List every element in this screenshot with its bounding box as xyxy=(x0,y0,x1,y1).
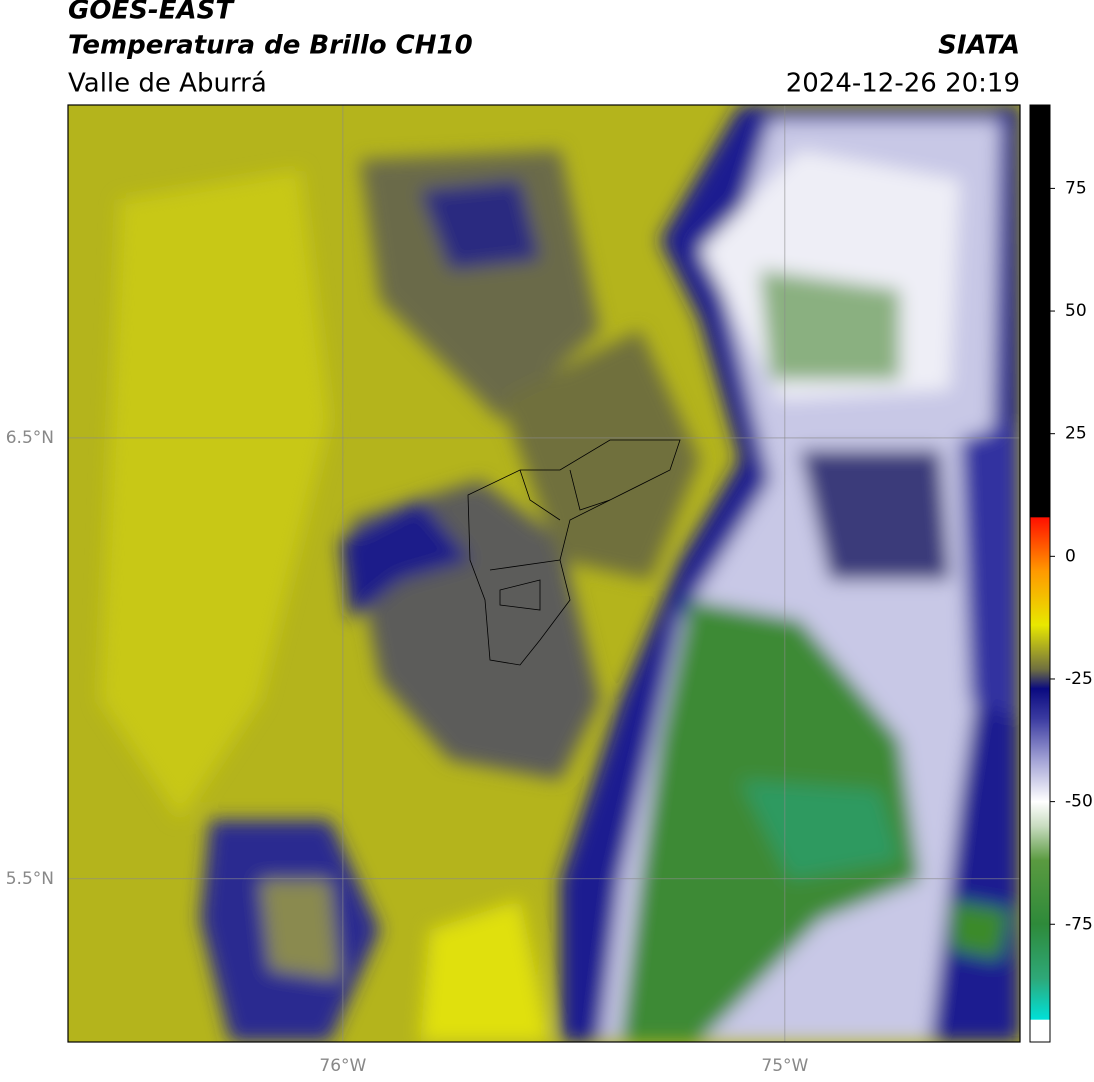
source: SIATA xyxy=(938,31,1020,61)
colorbar-tick-label: 25 xyxy=(1065,424,1087,444)
map-frame xyxy=(67,104,1021,1043)
region: Valle de Aburrá xyxy=(68,69,267,99)
colorbar-tick-label: 50 xyxy=(1065,301,1087,321)
graticule: 76°W 75°W 6.5°N 5.5°N xyxy=(6,105,1020,1076)
y-tick-label: 5.5°N xyxy=(6,869,54,889)
colorbar: 75 50 25 0 -25 -50 -75 xyxy=(1029,104,1093,1043)
colorbar-tick-label: -50 xyxy=(1065,792,1093,812)
colorbar-fill xyxy=(1029,104,1051,1043)
title: GOES-EAST xyxy=(68,0,235,26)
colorbar-tick-label: 0 xyxy=(1065,546,1076,566)
x-tick-label: 75°W xyxy=(761,1056,808,1076)
colorbar-tick-label: 75 xyxy=(1065,178,1087,198)
colorbar-tick-label: -75 xyxy=(1065,914,1093,934)
satellite-image xyxy=(68,105,1020,1042)
subtitle: Temperatura de Brillo CH10 xyxy=(68,31,473,61)
colorbar-tick-label: -25 xyxy=(1065,669,1093,689)
x-tick-label: 76°W xyxy=(319,1056,366,1076)
y-tick-label: 6.5°N xyxy=(6,428,54,448)
datetime: 2024-12-26 20:19 xyxy=(786,69,1020,99)
